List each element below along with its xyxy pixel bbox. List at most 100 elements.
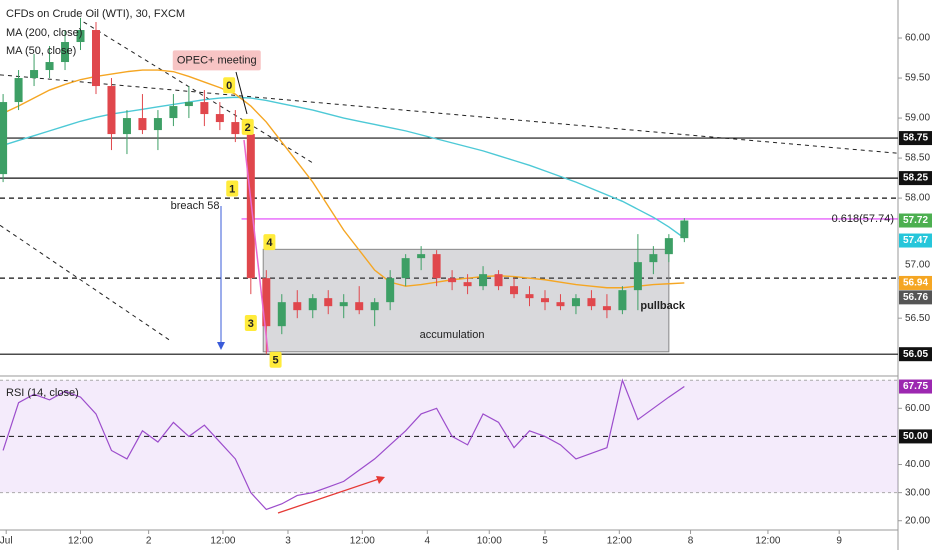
wave-label: 0 [226,80,232,92]
price-tag [899,213,932,228]
rsi-tag [899,379,932,394]
price-tag [899,290,932,305]
candle-body [494,274,503,287]
wave-badge [244,314,257,331]
annotation-box [172,50,261,71]
candle-body [680,220,689,239]
y-tick-label: 57.00 [905,260,930,271]
wave-label: 1 [229,183,235,195]
y-tick-label: 60.00 [905,403,930,414]
candle-body [45,62,54,71]
rsi-tag-label: 50.00 [903,431,928,442]
x-tick-label: 12:00 [210,536,235,547]
candle-body [401,258,410,279]
annotation: breach 58 [171,200,220,212]
candle-body [602,306,611,311]
rsi-tag-label: 67.75 [903,381,928,392]
breach-arrow-head [217,342,225,350]
candle-body [200,102,209,115]
y-tick-label: 20.00 [905,515,930,526]
x-tick-label: 12:00 [68,536,93,547]
x-tick-label: Jul [0,536,13,547]
candle-body [432,254,441,279]
rsi-divergence-arrow [277,477,383,514]
candle-body [215,114,224,123]
wave-badge [241,118,254,135]
candle-body [184,102,193,107]
wave-badge [226,180,239,197]
x-tick-label: 12:00 [607,536,632,547]
wave-label: 5 [273,355,279,367]
candle-body [61,42,70,63]
candle-body [339,302,348,307]
x-tick-label: 5 [542,536,548,547]
wave-badge [269,351,282,368]
price-tag-label: 56.05 [903,349,928,360]
price-tag [899,233,932,248]
fib-label: 0.618(57.74) [832,213,894,225]
price-tag [899,275,932,290]
rsi-tag [899,429,932,444]
rsi-pane: 60.00 40.00 30.00 20.00 67.75 50.00 [0,378,932,526]
y-tick-label: 60.00 [905,33,930,44]
candle-body [540,298,549,303]
rsi-arrow-head [376,476,385,484]
wave-line [243,139,269,353]
x-tick-label: 2 [146,536,152,547]
candle-body [463,282,472,287]
candle-body [386,278,395,303]
candle-body [324,298,333,307]
legend-entry: MA (200, close) [6,27,82,39]
x-tick-label: 4 [425,536,431,547]
y-tick-label: 59.00 [905,113,930,124]
candle-body [633,262,642,291]
y-tick-label: 40.00 [905,459,930,470]
candle-body [76,30,85,43]
candle-body [277,302,286,327]
x-tick-label: 8 [688,536,694,547]
candle-body [107,86,116,135]
rsi-band [0,380,898,493]
price-tag [899,171,932,186]
x-tick-label: 9 [836,536,842,547]
moving-average [2,96,685,239]
candle-body [370,302,379,311]
y-tick-label: 59.50 [905,73,930,84]
candle-body [479,274,488,287]
y-tick-label: 58.00 [905,193,930,204]
wave-label: 4 [266,237,273,249]
candle-body [571,298,580,307]
chart-title: CFDs on Crude Oil (WTI), 30, FXCM [6,8,185,20]
candle-body [30,70,39,79]
rsi-title: RSI (14, close) [6,387,79,399]
price-tag [899,347,932,362]
price-tag-label: 56.76 [903,292,928,303]
rsi-line [2,378,685,511]
x-tick-label: 10:00 [477,536,502,547]
price-tag-label: 58.75 [903,133,928,144]
wave-label: 2 [245,122,251,134]
candle-body [649,254,658,263]
candle-body [91,30,100,87]
y-tick-label: 30.00 [905,487,930,498]
moving-average [2,69,685,289]
wave-badge [263,234,276,251]
candle-body [153,118,162,131]
trendline [0,224,171,341]
legend-entry: MA (50, close) [6,45,76,57]
candle-body [525,294,534,299]
wave-badge [223,77,236,94]
overlay [217,71,385,514]
trendline [83,21,314,164]
price-tag-label: 58.25 [903,173,928,184]
candle-body [556,302,565,307]
candle-body [293,302,302,311]
price-tag-label: 57.47 [903,235,928,246]
trendline [0,74,899,154]
candle-body [122,118,131,135]
candle-body [14,78,23,103]
price-tag-label: 57.72 [903,215,928,226]
y-tick-label: 58.50 [905,153,930,164]
wave-label: 3 [248,318,254,330]
